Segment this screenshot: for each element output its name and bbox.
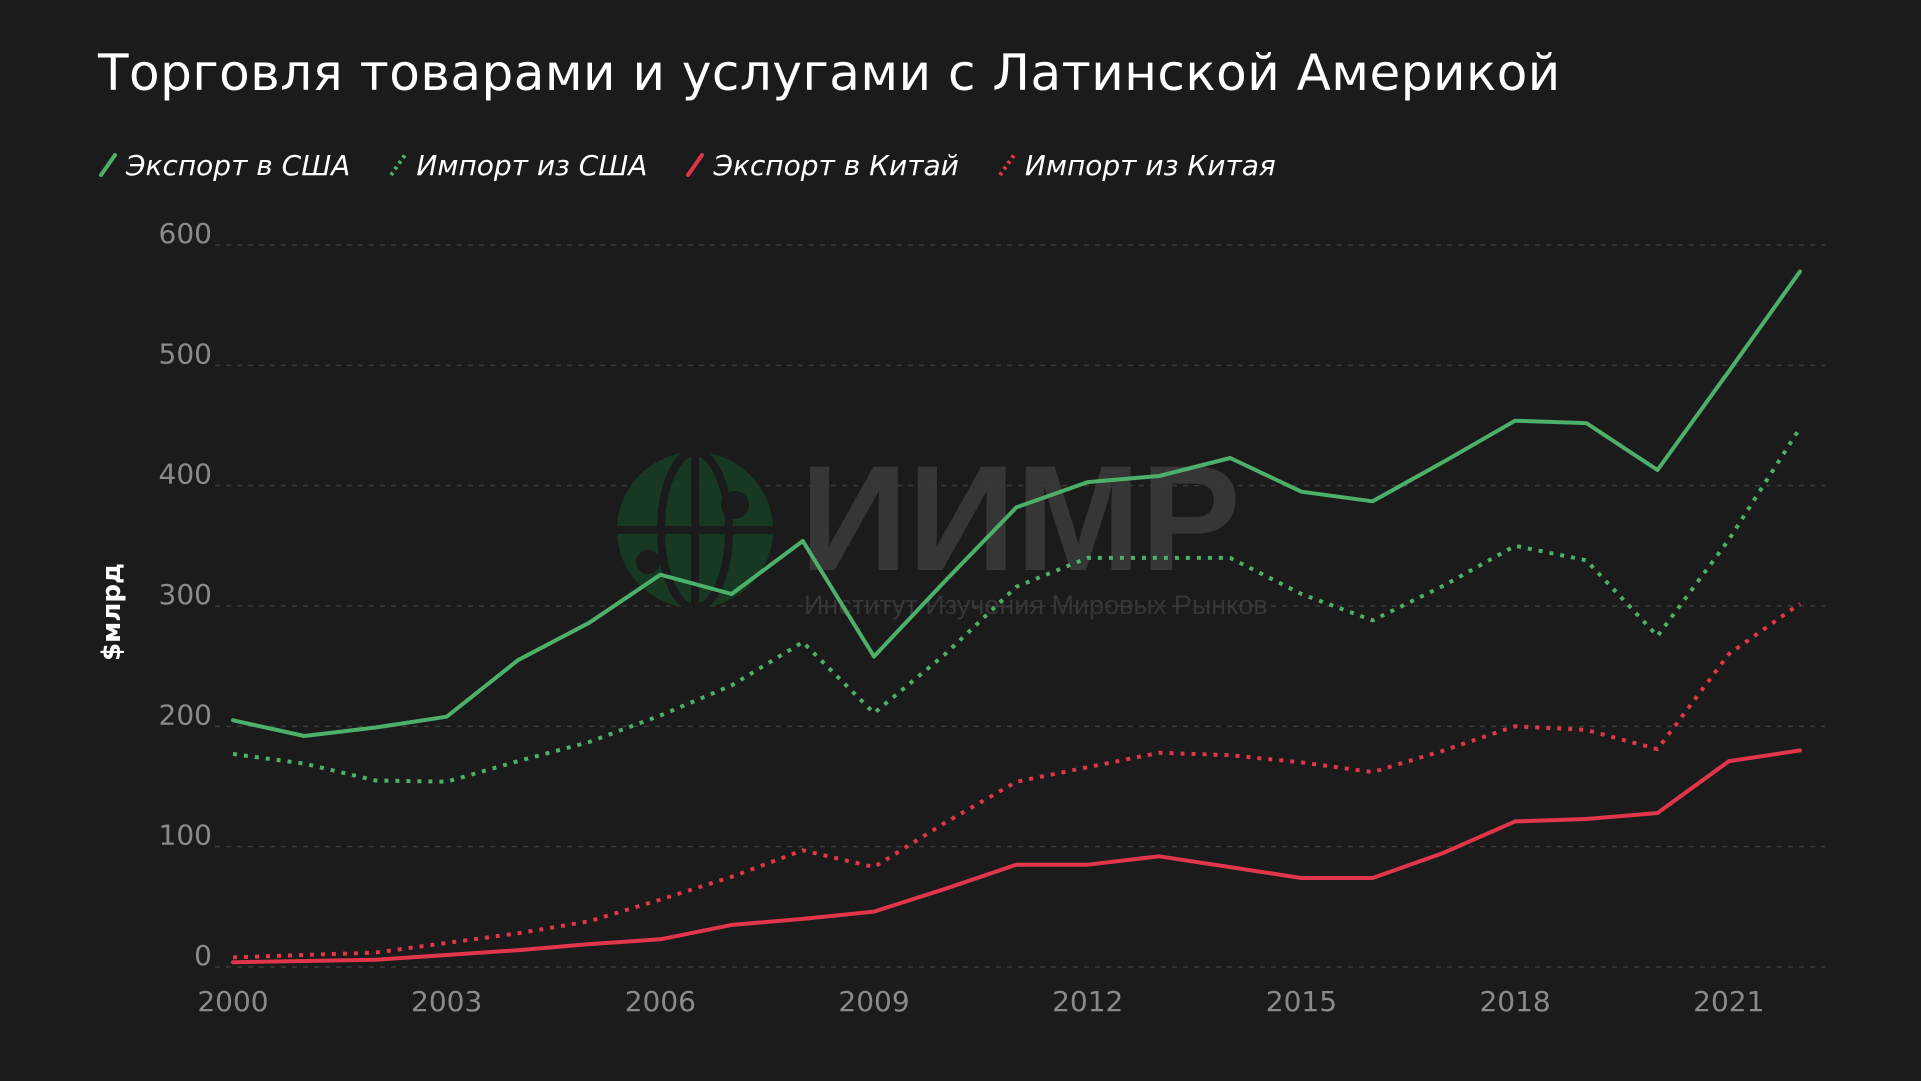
series-line-0 xyxy=(231,269,1802,738)
series-line-2 xyxy=(231,748,1802,965)
watermark: ИИМР Институт Изучения Мировых Рынков xyxy=(617,434,1268,620)
globe-icon xyxy=(617,448,773,612)
legend-label: Экспорт в Китай xyxy=(713,148,959,182)
y-tick-label: 600 xyxy=(159,217,212,250)
x-tick-label: 2015 xyxy=(1266,985,1337,1018)
y-tick-label: 300 xyxy=(159,578,212,611)
legend-item-china-export: Экспорт в Китай xyxy=(685,148,959,182)
y-tick-label: 500 xyxy=(159,337,212,370)
x-tick-label: 2021 xyxy=(1693,985,1764,1018)
x-tick-label: 2003 xyxy=(411,985,482,1018)
series-line-3 xyxy=(232,601,1802,960)
chart-title: Торговля товарами и услугами с Латинской… xyxy=(98,44,1561,102)
y-axis-label: $млрд xyxy=(97,563,127,661)
x-tick-label: 2012 xyxy=(1052,985,1123,1018)
legend-label: Импорт из США xyxy=(416,148,648,182)
x-axis-ticks: 2000 2003 2006 2009 2012 2015 2018 2021 xyxy=(197,985,1764,1018)
series-lines xyxy=(231,269,1802,965)
legend-item-china-import: Импорт из Китая xyxy=(997,149,1276,182)
x-tick-label: 2018 xyxy=(1479,985,1550,1018)
y-tick-label: 0 xyxy=(194,939,212,972)
x-tick-label: 2006 xyxy=(625,985,696,1018)
y-tick-label: 200 xyxy=(159,698,212,731)
legend-item-us-import: Импорт из США xyxy=(388,149,647,182)
y-tick-label: 100 xyxy=(159,819,212,852)
legend-item-us-export: Экспорт в США xyxy=(98,149,350,182)
y-tick-label: 400 xyxy=(159,458,212,491)
x-tick-label: 2009 xyxy=(838,985,909,1018)
solid-line-swatch-icon xyxy=(99,153,117,177)
legend: Экспорт в США Импорт из США Экспорт в Ки… xyxy=(98,145,1314,185)
solid-line-swatch-icon xyxy=(686,153,705,177)
watermark-tagline: Институт Изучения Мировых Рынков xyxy=(804,590,1268,620)
legend-label: Экспорт в США xyxy=(126,148,351,182)
series-line-1 xyxy=(232,426,1802,784)
grid xyxy=(215,244,1825,968)
x-tick-label: 2000 xyxy=(197,985,268,1018)
y-axis-ticks: 0 100 200 300 400 500 600 xyxy=(159,217,212,972)
watermark-logo: ИИМР xyxy=(800,434,1241,602)
legend-label: Импорт из Китая xyxy=(1024,148,1276,182)
